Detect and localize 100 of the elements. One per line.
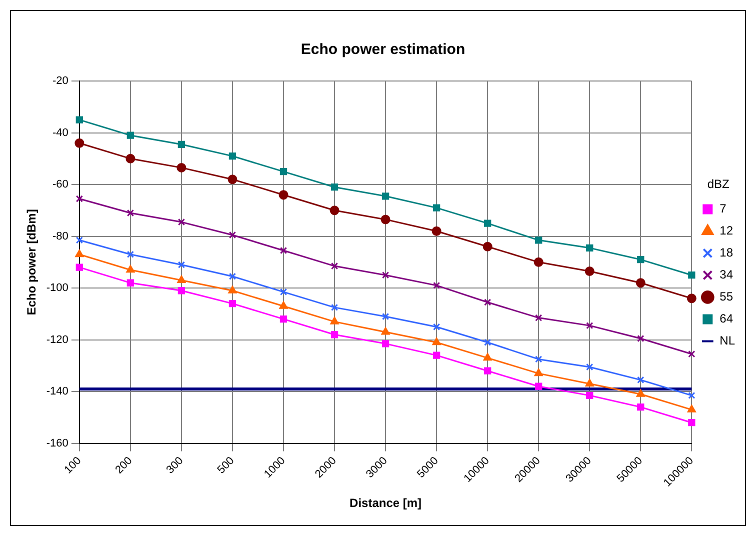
point bbox=[687, 404, 696, 412]
point bbox=[280, 168, 288, 176]
point bbox=[330, 316, 339, 324]
point bbox=[75, 250, 84, 258]
point bbox=[381, 327, 390, 335]
point bbox=[76, 236, 83, 244]
point bbox=[686, 294, 696, 304]
point bbox=[126, 154, 136, 164]
point bbox=[688, 419, 696, 426]
point bbox=[484, 220, 492, 227]
point bbox=[432, 226, 442, 236]
point bbox=[126, 265, 135, 273]
point bbox=[177, 276, 186, 284]
point bbox=[535, 314, 542, 322]
legend-label: 55 bbox=[720, 290, 734, 304]
point bbox=[483, 353, 492, 361]
y-tick-label: -140 bbox=[46, 386, 68, 398]
point bbox=[330, 184, 338, 191]
y-tick-label: -60 bbox=[52, 178, 68, 191]
point bbox=[228, 152, 236, 160]
x-tick-label: 100 bbox=[62, 454, 84, 476]
point bbox=[382, 312, 390, 320]
legend-label: 7 bbox=[720, 202, 727, 216]
x-axis-title: Distance [m] bbox=[350, 496, 422, 510]
point bbox=[637, 334, 644, 342]
point bbox=[178, 261, 186, 268]
point bbox=[176, 162, 186, 172]
point bbox=[636, 278, 646, 288]
point bbox=[637, 376, 644, 384]
y-axis-title: Echo power [dBm] bbox=[24, 209, 39, 316]
point bbox=[432, 204, 440, 212]
x-tick-label: 300 bbox=[164, 454, 186, 476]
legend-label: 18 bbox=[720, 246, 734, 260]
legend-label: NL bbox=[720, 334, 736, 348]
point bbox=[586, 363, 594, 371]
point bbox=[76, 116, 83, 124]
point bbox=[76, 195, 83, 202]
x-tick-label: 500 bbox=[215, 454, 237, 476]
legend-label: 12 bbox=[720, 224, 734, 238]
point bbox=[585, 379, 594, 387]
point bbox=[586, 244, 594, 252]
point bbox=[330, 262, 338, 270]
y-tick-label: -160 bbox=[46, 437, 68, 450]
point bbox=[586, 322, 594, 330]
x-tick-label: 200 bbox=[113, 454, 135, 476]
legend-label: 64 bbox=[720, 312, 734, 326]
point bbox=[637, 404, 644, 411]
point bbox=[432, 282, 440, 290]
legend-title: dBZ bbox=[707, 177, 730, 192]
point bbox=[330, 304, 338, 312]
point bbox=[534, 368, 543, 376]
point bbox=[228, 174, 238, 184]
legend-label: 34 bbox=[720, 268, 734, 282]
point bbox=[228, 272, 236, 280]
point bbox=[688, 392, 696, 400]
point bbox=[280, 246, 288, 254]
point bbox=[178, 287, 186, 294]
point bbox=[432, 352, 440, 359]
point bbox=[279, 301, 288, 309]
point bbox=[76, 264, 83, 271]
point bbox=[228, 231, 236, 239]
point bbox=[178, 140, 186, 148]
point bbox=[584, 266, 594, 276]
point bbox=[432, 338, 441, 346]
point bbox=[126, 250, 134, 258]
point bbox=[535, 356, 542, 363]
point bbox=[126, 279, 134, 286]
point bbox=[382, 192, 390, 200]
y-tick-label: -100 bbox=[46, 282, 68, 294]
point bbox=[126, 209, 134, 217]
point bbox=[330, 206, 340, 216]
y-tick-label: -80 bbox=[52, 230, 68, 242]
chart-title: Echo power estimation bbox=[300, 41, 466, 58]
point bbox=[482, 242, 492, 252]
y-tick-label: -120 bbox=[46, 334, 68, 346]
point bbox=[278, 190, 288, 200]
point bbox=[382, 340, 390, 348]
point bbox=[280, 288, 288, 296]
point bbox=[484, 298, 492, 306]
point bbox=[484, 367, 492, 374]
point bbox=[126, 132, 134, 139]
point bbox=[484, 338, 492, 346]
y-tick-label: -20 bbox=[52, 75, 68, 88]
point bbox=[637, 256, 644, 264]
point bbox=[535, 236, 542, 244]
point bbox=[280, 316, 288, 323]
point bbox=[228, 286, 237, 294]
point bbox=[74, 138, 84, 148]
point bbox=[534, 257, 544, 267]
point bbox=[432, 323, 440, 330]
point bbox=[382, 272, 390, 279]
point bbox=[330, 331, 338, 338]
point bbox=[380, 214, 390, 224]
y-tick-label: -40 bbox=[52, 126, 68, 139]
point bbox=[688, 272, 696, 279]
point bbox=[178, 218, 186, 226]
point bbox=[228, 300, 236, 308]
point bbox=[636, 389, 645, 397]
point bbox=[688, 350, 696, 358]
point bbox=[535, 382, 542, 390]
